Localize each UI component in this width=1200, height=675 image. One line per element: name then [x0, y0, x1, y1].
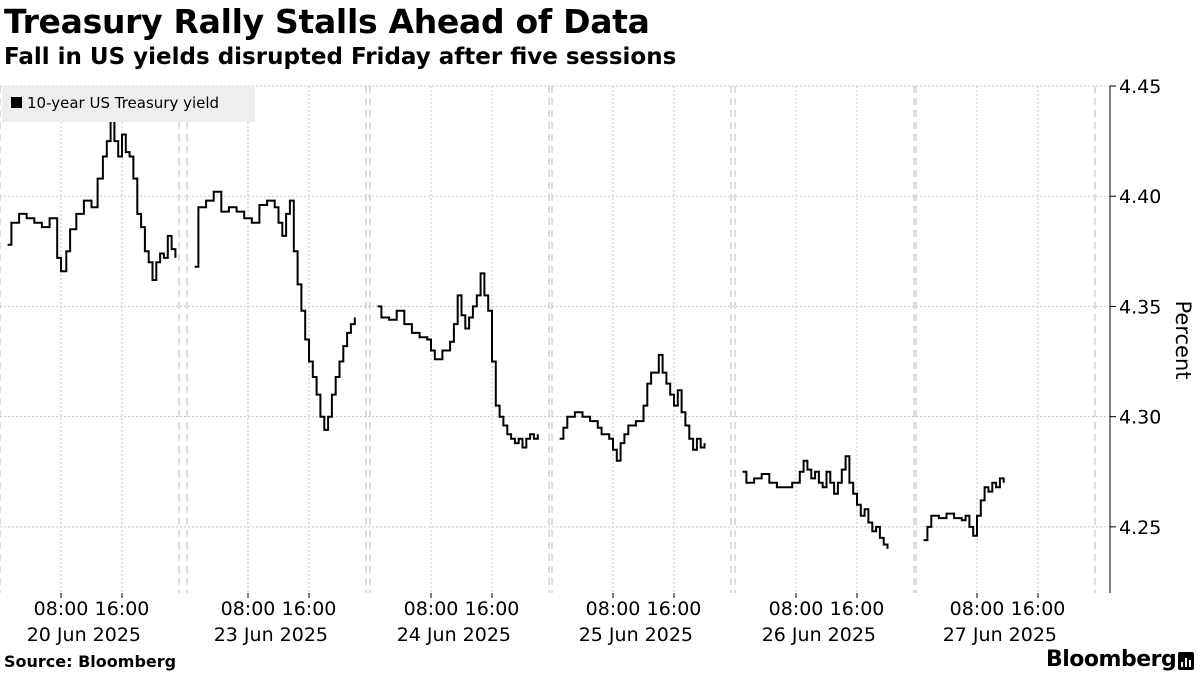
- x-tick-time-label: 16:00: [647, 598, 702, 620]
- series-line-segment: [194, 190, 356, 431]
- x-tick-date-label: 26 Jun 2025: [762, 624, 876, 646]
- y-axis-label: Percent: [1171, 300, 1195, 379]
- x-tick-date-label: 24 Jun 2025: [397, 624, 511, 646]
- x-tick-date-label: 25 Jun 2025: [579, 624, 693, 646]
- x-tick-date-label: 20 Jun 2025: [27, 624, 141, 646]
- y-tick-label: 4.25: [1119, 517, 1161, 539]
- x-tick-time-label: 08:00: [769, 598, 824, 620]
- grid-layer: [0, 85, 1110, 593]
- legend-swatch: [11, 97, 22, 108]
- legend-background: [2, 86, 255, 122]
- series-line-segment: [559, 353, 706, 462]
- x-tick-date-label: 27 Jun 2025: [943, 624, 1057, 646]
- y-tick-label: 4.40: [1119, 186, 1161, 208]
- y-tick-label: 4.45: [1119, 76, 1161, 98]
- y-tick-label: 4.35: [1119, 296, 1161, 318]
- x-tick-date-label: 23 Jun 2025: [214, 624, 328, 646]
- x-tick-time-label: 16:00: [95, 598, 150, 620]
- chart-subtitle: Fall in US yields disrupted Friday after…: [4, 44, 677, 70]
- x-tick-time-label: 16:00: [1011, 598, 1066, 620]
- x-tick-time-label: 16:00: [830, 598, 885, 620]
- series-line-segment: [742, 455, 889, 549]
- legend: 10-year US Treasury yield: [2, 86, 255, 122]
- day-separator-layer: [0, 86, 1096, 593]
- x-tick-time-label: 16:00: [465, 598, 520, 620]
- x-tick-time-label: 08:00: [950, 598, 1005, 620]
- x-tick-time-label: 08:00: [404, 598, 459, 620]
- x-tick-time-label: 16:00: [282, 598, 337, 620]
- x-tick-time-label: 08:00: [221, 598, 276, 620]
- axis-layer: 4.25 4.30 4.35 4.40 4.45 08:00 16:00 20 Jun 202…: [27, 76, 1162, 646]
- series-line-segment: [377, 272, 539, 449]
- series-line-layer: [7, 115, 1005, 549]
- chart-title: Treasury Rally Stalls Ahead of Data: [4, 2, 650, 41]
- y-tick-label: 4.30: [1119, 407, 1161, 429]
- source-note: Source: Bloomberg: [4, 652, 177, 671]
- series-line-segment: [7, 115, 177, 281]
- legend-label: 10-year US Treasury yield: [27, 94, 219, 112]
- brand-wordmark: Bloomberg: [1046, 647, 1177, 672]
- series-line-segment: [923, 477, 1005, 542]
- bloomberg-logo-icon: [1178, 652, 1194, 670]
- x-tick-time-label: 08:00: [586, 598, 641, 620]
- x-tick-time-label: 08:00: [34, 598, 89, 620]
